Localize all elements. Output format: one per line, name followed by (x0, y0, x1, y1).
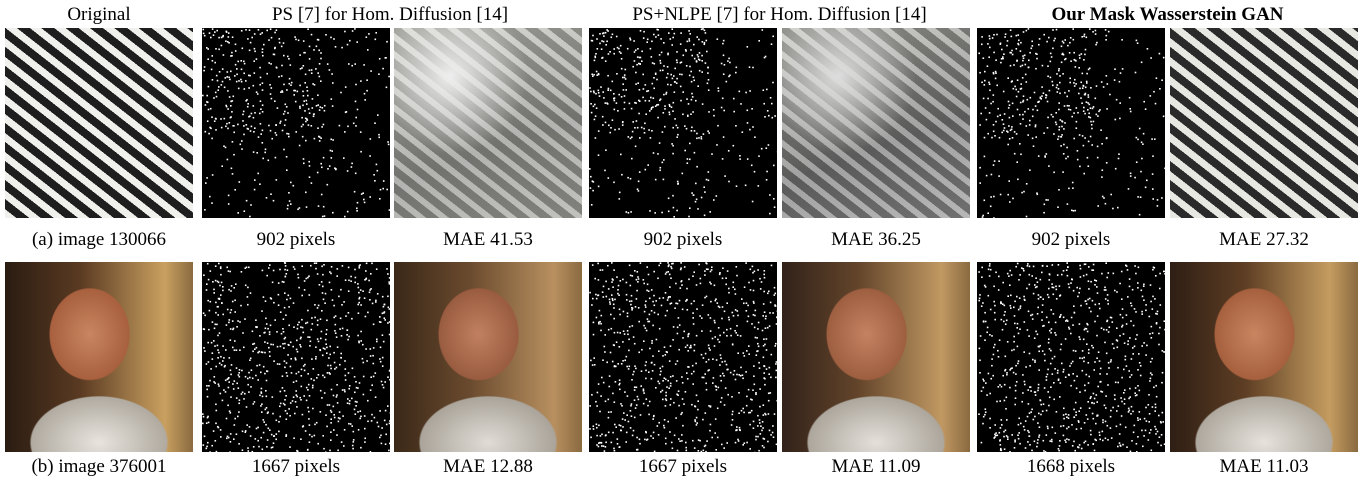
panel-caption: MAE 12.88 (384, 456, 592, 478)
image-panel (589, 28, 777, 218)
image-panel (394, 28, 582, 218)
image-panel (782, 28, 970, 218)
image-panel (589, 262, 777, 452)
mask-dots (977, 28, 1165, 218)
panel-caption: MAE 27.32 (1160, 229, 1364, 251)
image-panel (977, 28, 1165, 218)
mask-dots (977, 262, 1165, 452)
image-panel (202, 262, 390, 452)
panel-caption: MAE 11.03 (1160, 456, 1364, 478)
image-panel (782, 262, 970, 452)
mask-dots (589, 28, 777, 218)
column-header: Our Mask Wasserstein GAN (977, 4, 1358, 26)
panel-caption: 1667 pixels (579, 456, 787, 478)
image-panel (5, 28, 193, 218)
panel-caption: 1668 pixels (967, 456, 1175, 478)
column-header: Original (5, 4, 193, 26)
panel-caption: MAE 36.25 (772, 229, 980, 251)
panel-caption: MAE 41.53 (384, 229, 592, 251)
image-panel (1170, 262, 1358, 452)
image-panel (1170, 28, 1358, 218)
image-panel (202, 28, 390, 218)
panel-caption: (a) image 130066 (0, 229, 203, 251)
figure: Original PS [7] for Hom. Diffusion [14] … (0, 0, 1364, 479)
panel-caption: MAE 11.09 (772, 456, 980, 478)
mask-dots (589, 262, 777, 452)
image-panel (977, 262, 1165, 452)
panel-caption: (b) image 376001 (0, 456, 203, 478)
panel-caption: 902 pixels (967, 229, 1175, 251)
image-panel (5, 262, 193, 452)
panel-caption: 902 pixels (579, 229, 787, 251)
image-panel (394, 262, 582, 452)
panel-caption: 1667 pixels (192, 456, 400, 478)
mask-dots (202, 28, 390, 218)
mask-dots (202, 262, 390, 452)
panel-caption: 902 pixels (192, 229, 400, 251)
column-header: PS [7] for Hom. Diffusion [14] (202, 4, 578, 26)
column-header: PS+NLPE [7] for Hom. Diffusion [14] (589, 4, 970, 26)
